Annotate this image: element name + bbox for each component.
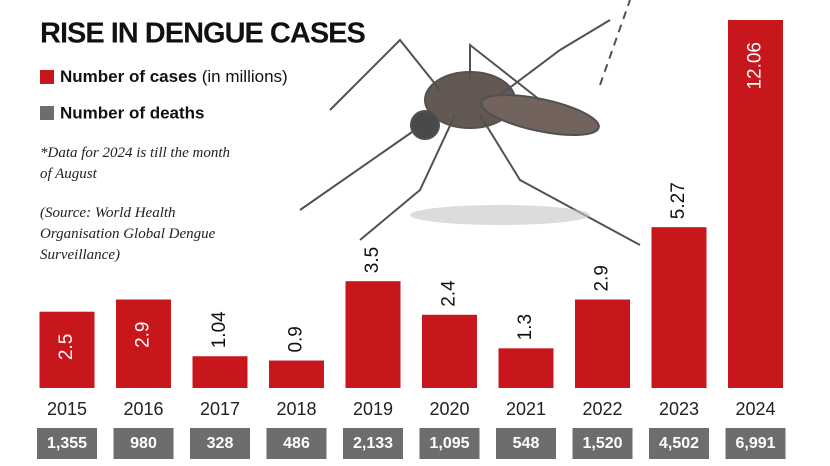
death-box <box>190 428 250 459</box>
mosquito-illustration <box>299 0 641 246</box>
death-label: 2,133 <box>353 435 393 452</box>
bar <box>651 227 707 388</box>
death-label: 486 <box>283 435 310 452</box>
death-label: 548 <box>513 435 540 452</box>
bar <box>422 314 477 388</box>
x-tick-label: 2018 <box>276 399 316 419</box>
death-box <box>725 428 786 459</box>
x-tick-label: 2017 <box>200 399 240 419</box>
x-tick-label: 2019 <box>353 399 393 419</box>
footnote: *Data for 2024 is till the month of Augu… <box>40 145 231 182</box>
bar <box>269 360 324 388</box>
x-tick-label: 2015 <box>47 399 87 419</box>
legend-label: Number of cases <box>60 67 197 86</box>
death-box <box>266 428 327 459</box>
x-tick-label: 2020 <box>429 399 469 419</box>
legend-swatch <box>40 106 54 120</box>
bar <box>728 20 783 388</box>
death-label: 1,520 <box>582 435 622 452</box>
value-label: 5.27 <box>668 182 689 219</box>
legend-label: Number of deaths <box>60 103 205 122</box>
value-label: 0.9 <box>286 326 307 352</box>
x-tick-label: 2021 <box>506 399 546 419</box>
value-label: 1.04 <box>209 311 230 348</box>
bar <box>498 348 554 388</box>
death-box <box>496 428 556 459</box>
bar <box>116 299 171 388</box>
x-tick-label: 2024 <box>735 399 775 419</box>
x-tick-label: 2016 <box>123 399 163 419</box>
value-label: 2.9 <box>133 322 154 348</box>
death-label: 4,502 <box>659 435 699 452</box>
x-tick-label: 2023 <box>659 399 699 419</box>
death-box <box>343 428 403 459</box>
death-box <box>419 428 480 459</box>
death-label: 980 <box>130 435 157 452</box>
legend-unit: (in millions) <box>202 67 288 86</box>
death-label: 328 <box>207 435 234 452</box>
death-box <box>649 428 709 459</box>
value-label: 12.06 <box>745 42 766 90</box>
death-box <box>37 428 97 459</box>
death-label: 6,991 <box>735 435 775 452</box>
legend-entry: Number of cases (in millions) <box>60 67 288 86</box>
value-label: 2.9 <box>592 265 613 291</box>
x-tick-label: 2022 <box>582 399 622 419</box>
bar <box>39 311 95 388</box>
bar <box>575 299 630 388</box>
value-label: 1.3 <box>515 314 536 340</box>
death-box <box>113 428 174 459</box>
bar <box>345 281 401 388</box>
source-note: (Source: World Health Organisation Globa… <box>40 205 216 263</box>
value-label: 2.4 <box>439 280 460 307</box>
value-label: 2.5 <box>56 334 77 360</box>
value-label: 3.5 <box>362 247 383 273</box>
legend-swatch <box>40 70 54 84</box>
death-label: 1,095 <box>429 435 469 452</box>
chart-title: RISE IN DENGUE CASES <box>40 18 365 50</box>
death-box <box>572 428 633 459</box>
death-label: 1,355 <box>47 435 87 452</box>
bar <box>192 356 248 388</box>
